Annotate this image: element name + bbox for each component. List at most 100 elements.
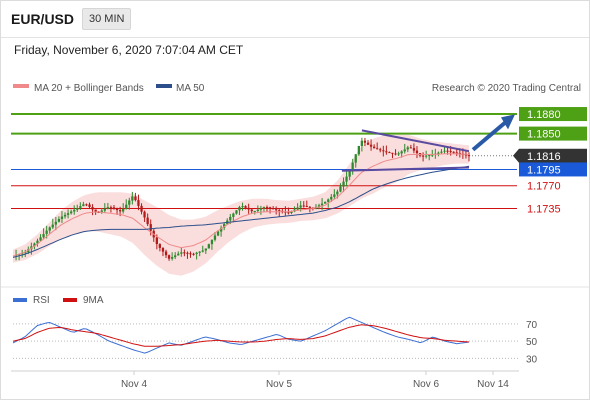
- candle-body: [317, 205, 321, 207]
- candle-body: [268, 207, 272, 209]
- candle-body: [171, 257, 174, 259]
- candle-body: [213, 235, 217, 240]
- candle-body: [412, 148, 416, 151]
- candle-body: [115, 208, 119, 211]
- candle-body: [82, 204, 85, 207]
- timestamp: Friday, November 6, 2020 7:07:04 AM CET: [14, 43, 244, 57]
- candle-body: [275, 209, 278, 211]
- candle-body: [296, 207, 299, 210]
- candle-body: [379, 149, 382, 151]
- candle-body: [189, 253, 192, 255]
- candle-body: [103, 208, 106, 211]
- candle-body: [290, 211, 293, 213]
- candle-body: [467, 155, 471, 157]
- candle-body: [174, 255, 177, 258]
- timeframe-button[interactable]: 30 MIN: [82, 8, 132, 30]
- candle-body: [232, 213, 235, 217]
- rsi-legend-swatch: [13, 298, 27, 302]
- candle-body: [198, 251, 201, 253]
- candle-body: [36, 240, 39, 244]
- ma50-legend-label: MA 50: [176, 83, 205, 94]
- candle-body: [305, 206, 308, 207]
- candle-body: [342, 181, 345, 187]
- candle-body: [330, 196, 333, 200]
- triangle-pattern: [341, 114, 515, 172]
- bollinger-band-area: [13, 134, 469, 276]
- ma50-legend-swatch: [156, 84, 172, 88]
- attribution: Research © 2020 Trading Central: [432, 83, 581, 94]
- candle-body: [385, 151, 388, 153]
- candle-body: [394, 153, 397, 155]
- candle-body: [112, 207, 116, 209]
- candle-body: [128, 200, 131, 205]
- candle-body: [428, 155, 431, 157]
- candle-body: [235, 210, 238, 214]
- candle-body: [348, 171, 351, 177]
- candle-body: [63, 214, 67, 217]
- candle-body: [94, 209, 97, 212]
- candle-body: [259, 208, 262, 210]
- ma50-line: [12, 165, 470, 258]
- candle-body: [161, 247, 165, 252]
- candle-body: [85, 204, 88, 206]
- candle-body: [79, 206, 82, 208]
- candle-body: [265, 207, 269, 209]
- candle-body: [88, 204, 91, 207]
- x-axis: Nov 4 Nov 5 Nov 6 Nov 14: [121, 371, 509, 390]
- candle-body: [388, 152, 391, 154]
- candle-body: [39, 237, 42, 241]
- candle-body: [443, 150, 446, 152]
- candle-body: [440, 151, 443, 153]
- level-label-bg: [519, 162, 587, 177]
- candle-body: [186, 252, 189, 254]
- candle-body: [333, 194, 336, 197]
- rsi-legend-label: RSI: [33, 295, 50, 306]
- candle-body: [302, 205, 305, 207]
- candle-body: [229, 216, 232, 221]
- candle-body: [403, 149, 406, 152]
- price-legend: MA 20 + Bollinger Bands MA 50 Research ©…: [13, 83, 581, 94]
- candle-body: [122, 208, 125, 212]
- candle-body: [421, 155, 425, 157]
- candle-body: [149, 224, 152, 231]
- candle-body: [60, 216, 64, 219]
- candle-body: [42, 234, 45, 238]
- candle-body: [406, 147, 409, 150]
- candle-body: [195, 252, 198, 254]
- candle-body: [244, 206, 247, 208]
- candle-body: [415, 150, 419, 154]
- header: EUR/USD 30 MIN: [1, 1, 589, 37]
- candle-body: [146, 217, 149, 225]
- candle-body: [247, 207, 250, 210]
- candles: [14, 137, 471, 261]
- level-label-1-1850: 1.1850: [527, 129, 561, 141]
- candle-body: [354, 154, 357, 163]
- candle-body: [140, 205, 143, 212]
- rsi-line: [12, 316, 470, 354]
- candle-body: [167, 255, 171, 259]
- candle-body: [204, 248, 207, 251]
- triangle-lower-line: [341, 166, 470, 172]
- level-label-1-1816: 1.1816: [527, 151, 561, 163]
- candle-body: [137, 200, 140, 206]
- candle-body: [238, 207, 241, 211]
- candle-body: [164, 251, 168, 256]
- candle-body: [66, 213, 70, 215]
- bollinger-bands: [13, 134, 469, 276]
- candle-body: [256, 209, 259, 211]
- candle-body: [73, 209, 76, 212]
- x-tick-label-2: Nov 6: [413, 379, 440, 390]
- candle-body: [376, 148, 379, 150]
- candle-body: [253, 211, 256, 212]
- candle-body: [357, 146, 360, 155]
- candle-body: [449, 151, 452, 153]
- header-divider: [1, 37, 589, 38]
- level-label-1-1795: 1.1795: [527, 164, 561, 176]
- candle-body: [57, 219, 61, 222]
- triangle-upper-line: [361, 129, 470, 153]
- candle-body: [183, 252, 186, 254]
- rsi-tick-70: 70: [526, 320, 538, 331]
- candle-body: [134, 196, 137, 201]
